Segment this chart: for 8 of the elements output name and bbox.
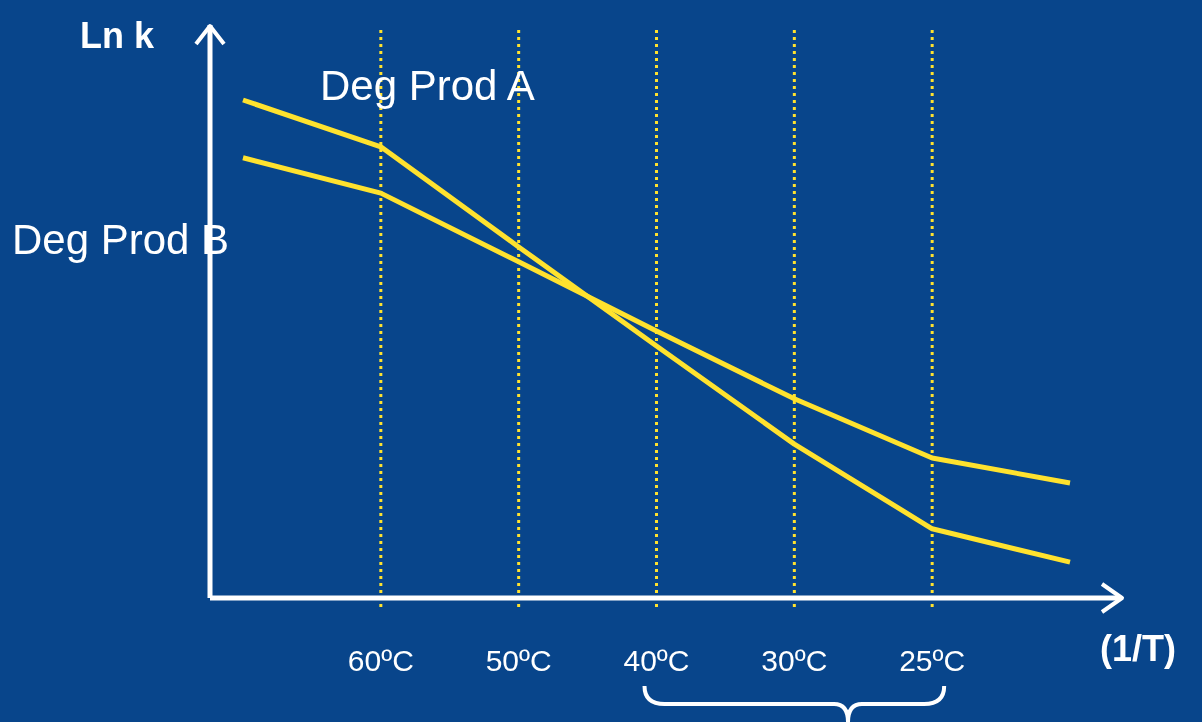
x-tick-label: 25ºC: [899, 644, 966, 677]
series-label: Deg Prod A: [320, 62, 535, 109]
x-tick-label: 60ºC: [347, 644, 414, 677]
x-axis-title: (1/T): [1100, 628, 1176, 669]
x-tick-label: 50ºC: [485, 644, 552, 677]
x-tick-label: 40ºC: [623, 644, 690, 677]
y-axis-title: Ln k: [80, 15, 155, 56]
x-tick-label: 30ºC: [761, 644, 828, 677]
